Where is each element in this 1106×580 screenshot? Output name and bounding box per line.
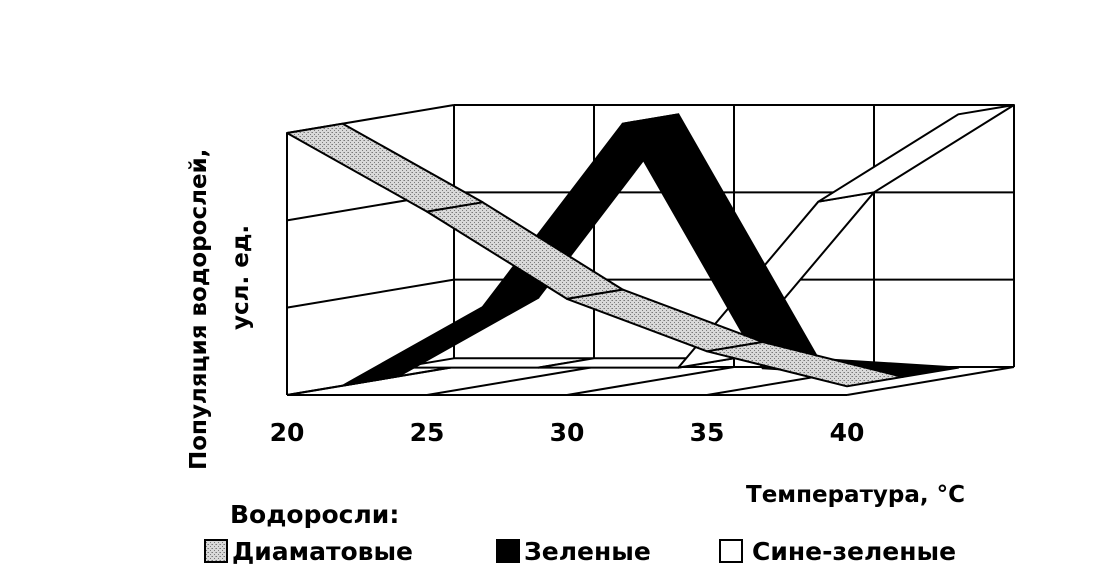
legend-item-green: Зеленые bbox=[496, 537, 651, 566]
y-axis-title-line1: Популяция водорослей, bbox=[186, 149, 212, 470]
legend-swatch-bluegreen bbox=[719, 539, 743, 563]
x-tick-label: 35 bbox=[690, 418, 725, 447]
ribbon-segment-diatoms bbox=[706, 341, 904, 388]
x-axis-title: Температура, °С bbox=[746, 482, 965, 508]
x-tick-label: 40 bbox=[830, 418, 865, 447]
legend-label-bluegreen: Сине-зеленые bbox=[752, 537, 956, 566]
legend-title: Водоросли: bbox=[230, 500, 399, 529]
legend-item-bluegreen: Сине-зеленые bbox=[719, 537, 956, 566]
legend-swatch-green bbox=[496, 539, 520, 563]
x-tick-label: 30 bbox=[550, 418, 585, 447]
legend-swatch-diatoms bbox=[204, 539, 228, 563]
floor-gridline bbox=[846, 366, 1015, 396]
side-wall-gridline bbox=[286, 278, 455, 309]
y-axis-title-line2: усл. ед. bbox=[228, 225, 254, 330]
legend-item-diatoms: Диаматовые bbox=[204, 537, 413, 566]
x-tick-label: 25 bbox=[410, 418, 445, 447]
floor-gridline bbox=[426, 366, 595, 396]
chart-series bbox=[286, 104, 1015, 388]
x-axis-ticks: 20 25 30 35 40 bbox=[270, 418, 865, 447]
floor-gridline bbox=[566, 366, 735, 396]
x-tick-label: 20 bbox=[270, 418, 305, 447]
legend-label-green: Зеленые bbox=[524, 537, 651, 566]
legend-label-diatoms: Диаматовые bbox=[232, 537, 413, 566]
chart-frame bbox=[286, 104, 1015, 396]
ribbon-segment-green bbox=[341, 296, 540, 387]
ribbon-segment-bluegreen bbox=[817, 104, 1015, 203]
